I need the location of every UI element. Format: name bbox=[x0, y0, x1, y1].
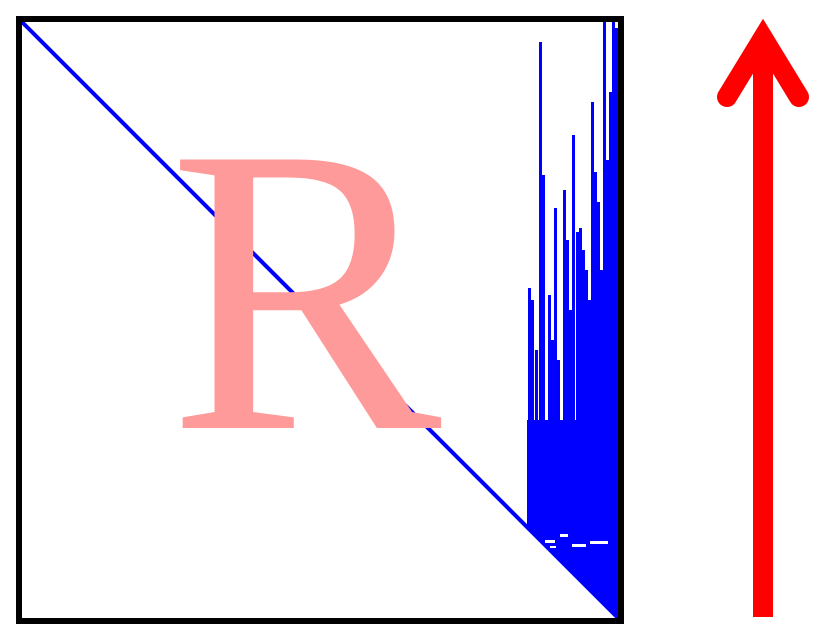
spike-bar bbox=[615, 28, 618, 530]
spike-bar bbox=[591, 102, 594, 530]
spike-bar bbox=[612, 22, 615, 530]
spike-bar bbox=[563, 190, 566, 530]
spike-bar bbox=[579, 228, 582, 530]
spike-bar bbox=[576, 232, 579, 530]
spike-bar bbox=[566, 240, 569, 530]
column-spikes bbox=[528, 20, 621, 530]
spike-bar bbox=[600, 270, 603, 530]
dense-triangle-block bbox=[527, 527, 619, 619]
up-arrow-icon bbox=[717, 18, 809, 617]
spike-bar bbox=[557, 360, 560, 530]
spike-bar bbox=[572, 135, 575, 530]
spike-bar bbox=[609, 92, 612, 530]
spike-bar bbox=[569, 310, 572, 530]
spike-bar bbox=[551, 340, 554, 530]
diagonal-line bbox=[19, 19, 621, 621]
spike-bar bbox=[603, 20, 606, 530]
spike-bar bbox=[588, 300, 591, 530]
spike-bar bbox=[582, 250, 585, 530]
spike-bar bbox=[560, 430, 563, 530]
spike-bar bbox=[585, 270, 588, 530]
spike-bar bbox=[554, 208, 557, 530]
spike-bar bbox=[539, 42, 542, 530]
arrow-head bbox=[717, 18, 809, 107]
sparsity-pattern bbox=[19, 19, 621, 621]
spike-bar bbox=[542, 175, 545, 530]
matrix-letter: R bbox=[168, 63, 443, 517]
spike-bar bbox=[597, 202, 600, 530]
spike-bar bbox=[606, 160, 609, 530]
spike-bar bbox=[545, 420, 548, 530]
spike-bar bbox=[548, 295, 551, 530]
matrix-frame bbox=[16, 16, 624, 624]
spike-bar bbox=[535, 350, 538, 530]
spike-bar bbox=[594, 172, 597, 530]
spike-bar bbox=[531, 300, 534, 530]
spike-bar bbox=[528, 288, 531, 530]
